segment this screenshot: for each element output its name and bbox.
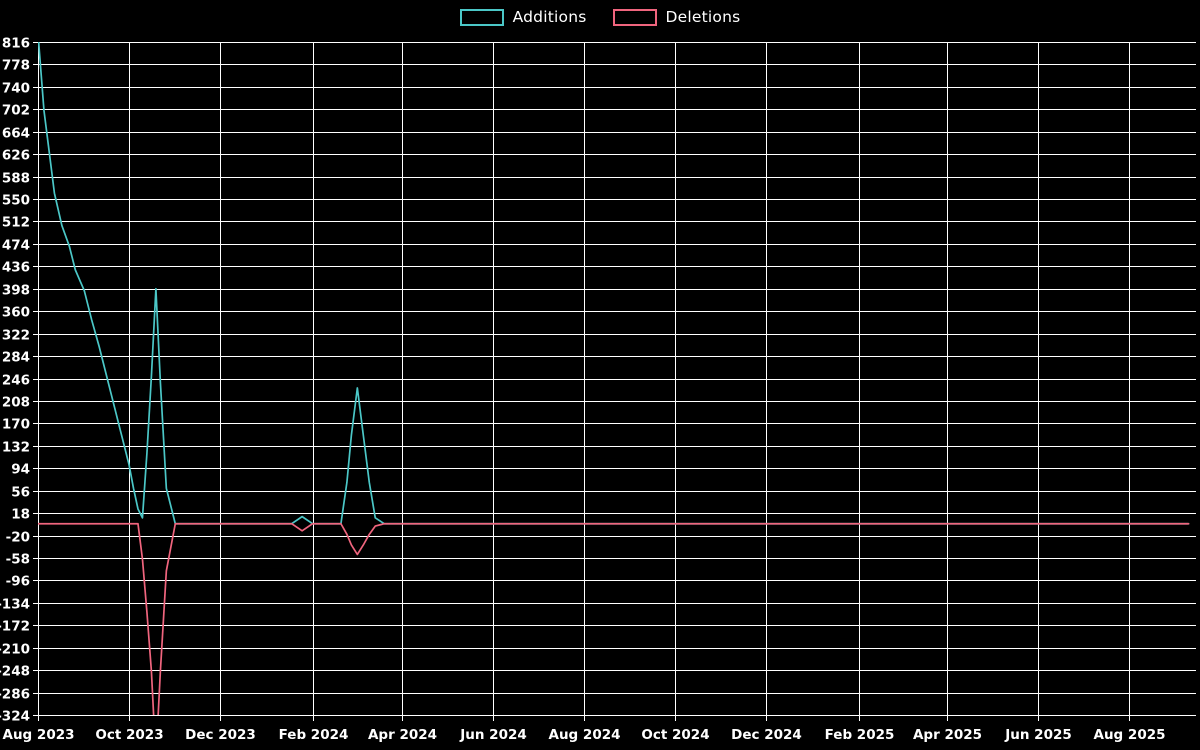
y-axis-tick-label: 816 [2,35,30,51]
y-axis-tick-label: 702 [2,102,30,118]
x-axis-tick-label: Dec 2023 [185,727,256,743]
axes [37,42,1196,717]
x-axis-tick-label: Apr 2024 [368,727,437,743]
y-axis-tick-label: 170 [2,416,30,432]
y-axis-tick-label: 208 [2,394,30,410]
x-axis-tick-label: Oct 2023 [95,727,163,743]
y-axis-tick-label: -96 [6,573,30,589]
legend-swatch-deletions [612,8,657,26]
x-gridlines: Aug 2023 Oct 2023 Dec 2023 Feb 2024 Apr 2024… [3,42,1166,743]
y-axis-tick-label: -58 [6,551,30,567]
y-gridlines: 816 778 740 702 664 626 588 550 512 474 436 398 360 3… [0,35,1196,724]
x-axis-tick-label: Feb 2024 [279,727,349,743]
x-axis-tick-label: Aug 2023 [3,727,75,743]
y-axis-tick-label: -210 [0,641,30,657]
x-axis-tick-label: Oct 2024 [641,727,709,743]
y-axis-tick-label: 246 [2,372,30,388]
y-axis-tick-label: 94 [11,461,30,477]
y-axis-tick-label: 626 [2,147,30,163]
y-axis-tick-label: -286 [0,686,30,702]
y-axis-tick-label: 398 [2,282,30,298]
y-axis-tick-label: -134 [0,596,30,612]
y-axis-tick-label: 284 [2,349,30,365]
y-axis-tick-label: 56 [11,484,30,500]
y-axis-tick-label: 322 [2,327,30,343]
y-axis-tick-label: 588 [2,170,30,186]
legend-item-additions[interactable]: Additions [459,8,587,26]
y-axis-tick-label: -324 [0,708,30,724]
y-axis-tick-label: 360 [2,304,30,320]
chart-legend: Additions Deletions [0,0,1200,34]
x-axis-tick-label: Aug 2024 [549,727,621,743]
y-axis-tick-label: 474 [2,237,30,253]
y-axis-tick-label: -172 [0,618,30,634]
x-axis-tick-label: Jun 2024 [459,727,527,743]
x-axis-tick-label: Apr 2025 [913,727,982,743]
y-axis-tick-label: -20 [6,529,30,545]
legend-label-deletions: Deletions [665,8,741,26]
y-axis-tick-label: 132 [2,439,30,455]
x-axis-tick-label: Aug 2025 [1094,727,1166,743]
series-group [38,42,1190,715]
legend-label-additions: Additions [512,8,587,26]
legend-swatch-additions [459,8,504,26]
y-axis-tick-label: 436 [2,259,30,275]
y-axis-tick-label: 778 [2,57,30,73]
series-line-additions [38,42,1190,525]
y-axis-tick-label: 740 [2,80,30,96]
x-axis-tick-label: Feb 2025 [825,727,895,743]
legend-item-deletions[interactable]: Deletions [612,8,741,26]
y-axis-tick-label: 664 [2,125,30,141]
x-axis-tick-label: Dec 2024 [731,727,802,743]
y-axis-tick-label: 550 [2,192,30,208]
x-axis-tick-label: Jun 2025 [1004,727,1072,743]
y-axis-tick-label: 512 [2,214,30,230]
series-line-deletions [38,522,1190,715]
y-axis-tick-label: -248 [0,663,30,679]
y-axis-tick-label: 18 [11,506,30,522]
